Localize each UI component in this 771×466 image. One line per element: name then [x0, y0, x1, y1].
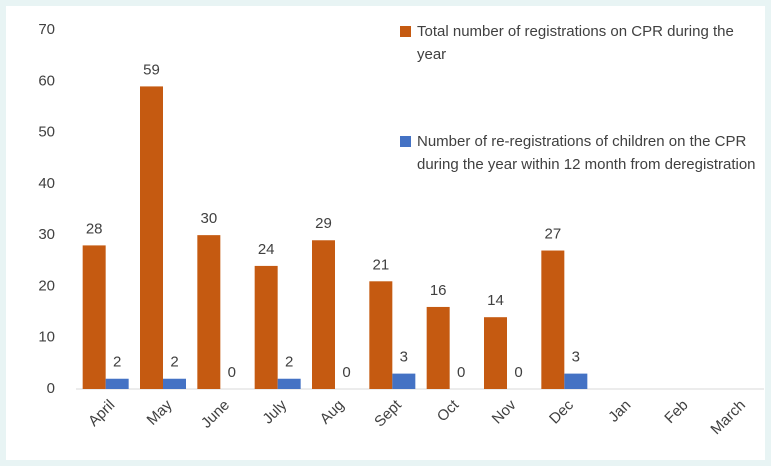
data-label: 59	[143, 61, 160, 78]
data-label: 2	[113, 354, 121, 371]
data-label: 2	[170, 354, 178, 371]
data-label: 29	[315, 215, 332, 232]
y-tick-label: 30	[38, 226, 55, 243]
bar	[484, 317, 507, 389]
bar	[140, 86, 163, 390]
data-label: 14	[487, 292, 504, 309]
legend-label: Total number of registrations on CPR dur…	[417, 23, 734, 63]
bar	[277, 378, 301, 389]
data-label: 3	[400, 349, 408, 366]
bar	[312, 240, 335, 389]
y-tick-label: 50	[38, 124, 55, 141]
bar	[82, 245, 106, 389]
data-label: 24	[258, 241, 275, 258]
bar	[163, 378, 186, 389]
bar	[254, 265, 278, 389]
chart-background	[6, 6, 765, 460]
data-label: 3	[572, 349, 580, 366]
data-label: 27	[544, 225, 561, 242]
data-label: 30	[200, 210, 217, 227]
data-label: 0	[457, 364, 465, 381]
bar	[564, 373, 588, 389]
legend-swatch	[400, 26, 411, 37]
y-tick-label: 70	[38, 21, 55, 38]
y-tick-label: 40	[38, 175, 55, 192]
data-label: 0	[228, 364, 236, 381]
bar	[369, 281, 393, 389]
data-label: 2	[285, 354, 293, 371]
data-label: 16	[430, 282, 447, 299]
data-label: 0	[342, 364, 350, 381]
bar	[541, 250, 565, 389]
legend-label: Number of re-registrations of children o…	[417, 133, 756, 173]
legend-swatch	[400, 136, 411, 147]
y-tick-label: 10	[38, 329, 55, 346]
y-tick-label: 60	[38, 72, 55, 89]
y-tick-label: 0	[47, 380, 55, 397]
y-tick-label: 20	[38, 277, 55, 294]
bar	[197, 235, 221, 389]
bar	[392, 373, 416, 389]
data-label: 28	[86, 220, 103, 237]
bar	[426, 306, 450, 389]
bar	[105, 378, 129, 389]
data-label: 0	[514, 364, 522, 381]
data-label: 21	[372, 256, 389, 273]
